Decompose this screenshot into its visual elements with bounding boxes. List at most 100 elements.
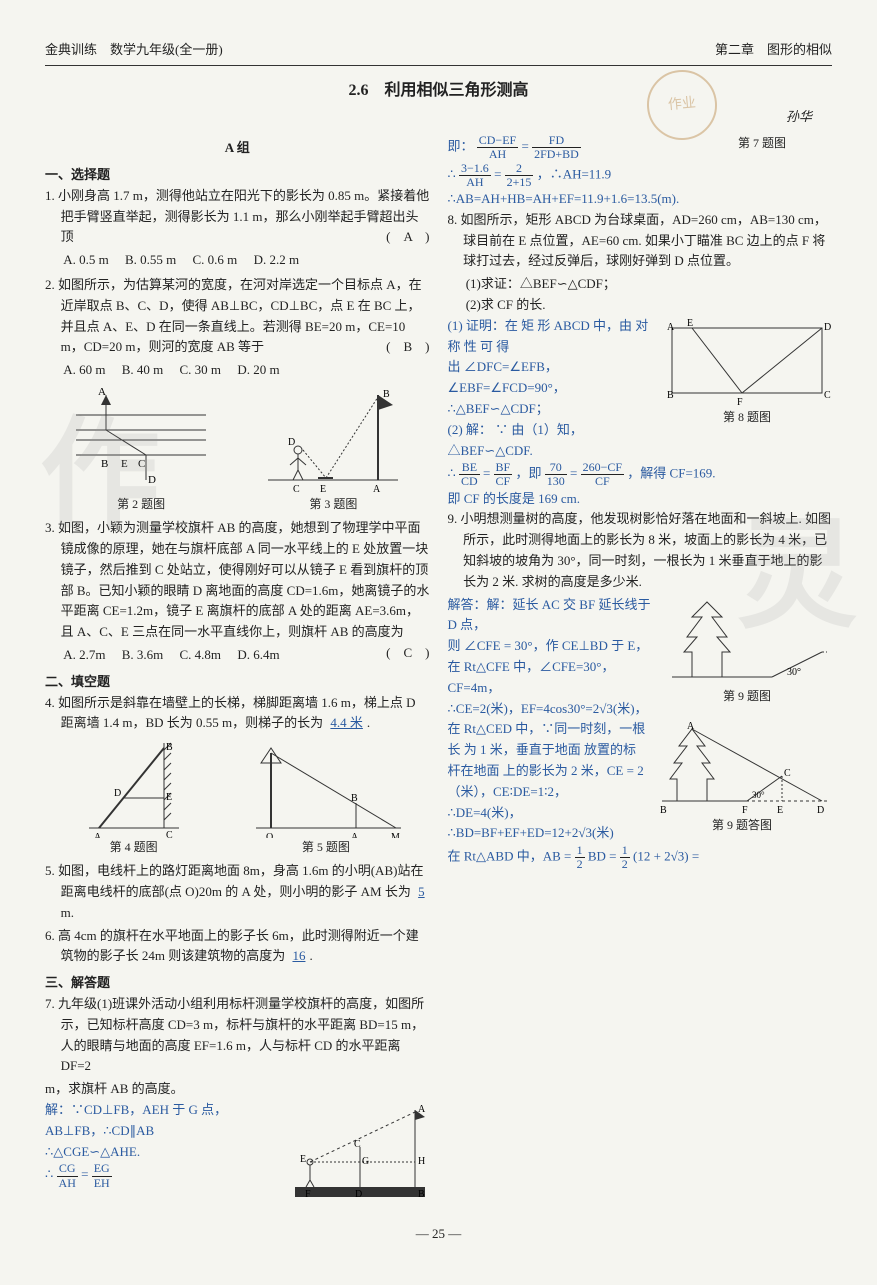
q7-sol4a: 即：	[448, 139, 474, 154]
q8-sol5a: ∴	[448, 466, 456, 481]
svg-text:A: A	[373, 484, 381, 495]
f-cg: CG	[57, 1162, 78, 1176]
f8be: BE	[459, 461, 480, 475]
f9h1d: 2	[575, 858, 585, 871]
q7-sol5: ∴ 3−1.6AH = 22+15 ，∴AH=11.9	[448, 162, 833, 189]
fig9b-caption: 第 9 题答图	[652, 816, 832, 835]
f42n: FD	[532, 134, 581, 148]
q9-sol8t: (12 + 2√3) =	[633, 849, 699, 864]
svg-text:B: B	[383, 389, 390, 400]
q7-sol5eq: =	[494, 166, 501, 181]
fig9-caption: 第 9 题图	[662, 687, 832, 706]
svg-text:D: D	[824, 322, 831, 333]
q7: 7. 九年级(1)班课外活动小组利用标杆测量学校旗杆的高度，如图所示，已知标杆高…	[45, 994, 430, 1077]
q2: 2. 如图所示，为估算某河的宽度，在河对岸选定一个目标点 A，在近岸取点 B、C…	[45, 275, 430, 358]
header-left: 金典训练 数学九年级(全一册)	[45, 40, 223, 61]
svg-text:D: D	[817, 805, 824, 816]
q3-opt-d: D. 6.4m	[237, 647, 279, 662]
q8mid: ，即	[515, 466, 541, 481]
f8n2: 260−CF	[581, 461, 624, 475]
q1-text: 1. 小刚身高 1.7 m，测得他站立在阳光下的影长为 0.85 m。紧接着他把…	[45, 188, 429, 245]
q7-sol3eq: =	[81, 1167, 88, 1182]
q8eq2: =	[570, 466, 577, 481]
f52n: 2	[505, 162, 534, 176]
svg-text:A: A	[687, 721, 695, 732]
fig9: 30° 第 9 题图	[662, 597, 832, 706]
q1-answer: ( A )	[402, 227, 430, 248]
svg-text:O: O	[266, 832, 273, 838]
q7-text: 7. 九年级(1)班课外活动小组利用标杆测量学校旗杆的高度，如图所示，已知标杆高…	[45, 996, 424, 1073]
q6-text: 6. 高 4cm 的旗杆在水平地面上的影子长 6m，此时测得附近一个建筑物的影子…	[45, 928, 419, 964]
q7-cont: m，求旗杆 AB 的高度。	[45, 1079, 430, 1100]
svg-text:M: M	[391, 832, 400, 838]
q8: 8. 如图所示，矩形 ABCD 为台球桌面，AD=260 cm，AB=130 c…	[448, 210, 833, 272]
f870: 70	[545, 461, 567, 475]
fig2-svg: B E C D A	[66, 385, 216, 495]
q3-answer: ( C )	[402, 643, 430, 664]
svg-text:B: B	[667, 390, 674, 401]
svg-text:C: C	[138, 458, 145, 470]
svg-text:30°: 30°	[787, 667, 801, 678]
q5-text: 5. 如图，电线杆上的路灯距离地面 8m，身高 1.6m 的小明(AB)站在距离…	[45, 863, 423, 899]
q1-opt-d: D. 2.2 m	[254, 252, 300, 267]
f51n: 3−1.6	[459, 162, 491, 176]
q1-options: A. 0.5 m B. 0.55 m C. 0.6 m D. 2.2 m	[45, 250, 430, 271]
q2-answer: ( B )	[402, 337, 430, 358]
q1: 1. 小刚身高 1.7 m，测得他站立在阳光下的影长为 0.85 m。紧接着他把…	[45, 186, 430, 248]
f41d: AH	[477, 148, 518, 161]
heading-choice: 一、选择题	[45, 165, 430, 186]
svg-text:C: C	[784, 768, 791, 779]
svg-text:E: E	[320, 484, 326, 495]
q7-sol6: ∴AB=AH+HB=AH+EF=11.9+1.6=13.5(m).	[448, 189, 833, 210]
svg-text:B: B	[351, 793, 358, 804]
fig2-caption: 第 2 题图	[66, 495, 216, 514]
fig5: O B A M 第 5 题图	[246, 738, 406, 857]
q8eq1: =	[483, 466, 490, 481]
q9-sol8a: 在 Rt△ABD 中，AB =	[448, 849, 575, 864]
svg-text:D: D	[114, 788, 121, 799]
q3-options: A. 2.7m B. 3.6m C. 4.8m D. 6.4m	[45, 645, 430, 666]
f-eg: EG	[92, 1162, 112, 1176]
q9-sol8: 在 Rt△ABD 中，AB = 12 BD = 12 (12 + 2√3) =	[448, 844, 833, 871]
f8130: 130	[545, 475, 567, 488]
svg-text:B: B	[166, 742, 173, 753]
q1-opt-b: B. 0.55 m	[125, 252, 176, 267]
fig8: A D B C E F 第 8 题图	[662, 318, 832, 427]
q7-sol5a: ∴	[448, 166, 456, 181]
q8-text: 8. 如图所示，矩形 ABCD 为台球桌面，AD=260 cm，AB=130 c…	[448, 212, 827, 269]
f51d: AH	[459, 176, 491, 189]
fig8-caption: 第 8 题图	[662, 408, 832, 427]
svg-text:A: A	[351, 832, 359, 838]
fig9b: A B F E D C 30° 第 9 题答图	[652, 721, 832, 835]
svg-text:E: E	[300, 1154, 306, 1165]
svg-text:F: F	[742, 805, 748, 816]
q4: 4. 如图所示是斜靠在墙壁上的长梯，梯脚距离墙 1.6 m，梯上点 D 距离墙 …	[45, 693, 430, 735]
fig4: A D E B C 第 4 题图	[69, 738, 199, 857]
q3-opt-a: A. 2.7m	[63, 647, 105, 662]
f9h1n: 1	[575, 844, 585, 858]
q2-opt-c: C. 30 m	[180, 362, 222, 377]
q7-sol5t: ，∴AH=11.9	[537, 166, 611, 181]
q9: 9. 小明想测量树的高度，他发现树影恰好落在地面和一斜坡上. 如图所示，此时测得…	[448, 509, 833, 592]
svg-text:30°: 30°	[752, 790, 765, 800]
q5-blank: 5	[414, 884, 429, 899]
svg-text:E: E	[687, 318, 693, 329]
q2-options: A. 60 m B. 40 m C. 30 m D. 20 m	[45, 360, 430, 381]
q8-sol5: ∴ BECD = BFCF ，即 70130 = 260−CFCF ，解得 CF…	[448, 461, 833, 488]
f52d: 2+15	[505, 176, 534, 189]
q8-p2: (2)求 CF 的长.	[466, 295, 832, 316]
svg-text:C: C	[354, 1139, 361, 1150]
q9-text: 9. 小明想测量树的高度，他发现树影恰好落在地面和一斜坡上. 如图所示，此时测得…	[448, 511, 832, 588]
q3-opt-c: C. 4.8m	[180, 647, 222, 662]
f42d: 2FD+BD	[532, 148, 581, 161]
svg-text:D: D	[288, 437, 295, 448]
q5: 5. 如图，电线杆上的路灯距离地面 8m，身高 1.6m 的小明(AB)站在距离…	[45, 861, 430, 923]
q1-opt-a: A. 0.5 m	[63, 252, 109, 267]
q7-cont-text: m，求旗杆 AB 的高度。	[45, 1081, 184, 1096]
q2-opt-b: B. 40 m	[122, 362, 164, 377]
q8-p1: (1)求证：△BEF∽△CDF；	[466, 274, 832, 295]
svg-text:C: C	[166, 830, 173, 838]
q2-opt-a: A. 60 m	[63, 362, 105, 377]
f41n: CD−EF	[477, 134, 518, 148]
q2-text: 2. 如图所示，为估算某河的宽度，在河对岸选定一个目标点 A，在近岸取点 B、C…	[45, 277, 422, 354]
